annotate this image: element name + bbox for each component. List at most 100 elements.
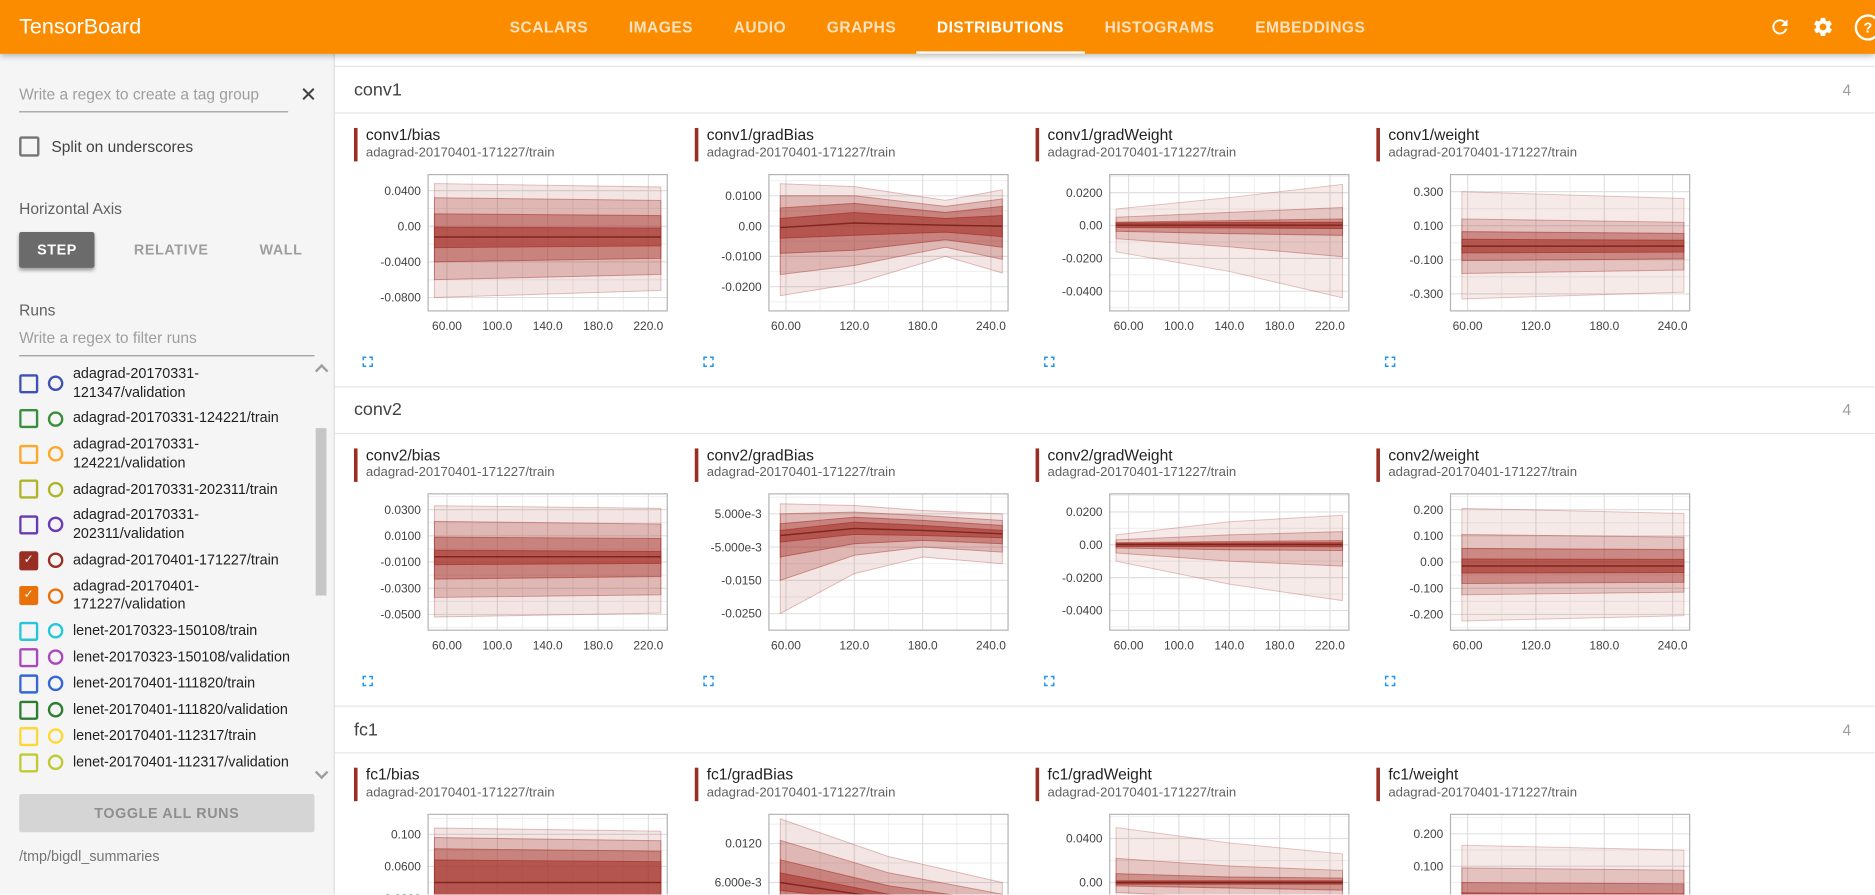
run-checkbox[interactable] bbox=[19, 373, 39, 393]
run-checkbox[interactable]: ✓ bbox=[19, 550, 39, 570]
run-row[interactable]: lenet-20170323-150108/validation bbox=[19, 644, 310, 670]
checkbox-icon[interactable] bbox=[19, 136, 40, 157]
expand-chart-button[interactable] bbox=[1040, 352, 1059, 371]
tab-audio[interactable]: AUDIO bbox=[733, 17, 787, 36]
section-header-fc1[interactable]: fc1 4 bbox=[334, 705, 1875, 754]
run-color-circle-icon[interactable] bbox=[47, 754, 64, 771]
section-count-badge: 4 bbox=[1842, 720, 1852, 739]
tab-embeddings[interactable]: EMBEDDINGS bbox=[1255, 17, 1366, 36]
chart-title: fc1/gradWeight bbox=[1047, 765, 1152, 784]
run-color-circle-icon[interactable] bbox=[47, 375, 64, 392]
svg-text:0.0600: 0.0600 bbox=[384, 859, 421, 873]
expand-chart-button[interactable] bbox=[700, 672, 719, 691]
chart-run-name: adagrad-20170401-171227/train bbox=[365, 465, 555, 480]
run-checkbox[interactable] bbox=[19, 647, 39, 667]
charts-row: conv1/bias adagrad-20170401-171227/train 0… bbox=[335, 114, 1875, 386]
run-color-circle-icon[interactable] bbox=[47, 552, 64, 569]
run-label: lenet-20170323-150108/train bbox=[72, 621, 258, 639]
run-color-circle-icon[interactable] bbox=[47, 446, 64, 462]
run-row[interactable]: lenet-20170401-111820/train bbox=[19, 671, 310, 697]
section-header-conv2[interactable]: conv2 4 bbox=[334, 385, 1875, 434]
runs-scrollbar[interactable] bbox=[314, 361, 329, 782]
run-row[interactable]: ✓ adagrad-20170401-171227/validation bbox=[19, 573, 310, 617]
section-header-conv1[interactable]: conv1 4 bbox=[334, 65, 1875, 114]
expand-chart-button[interactable] bbox=[1040, 672, 1059, 691]
expand-chart-button[interactable] bbox=[1381, 352, 1400, 371]
run-checkbox[interactable] bbox=[19, 700, 39, 720]
run-color-bar bbox=[1376, 447, 1380, 482]
tab-graphs[interactable]: GRAPHS bbox=[826, 17, 897, 36]
chart-plot: 0.0400 0.00 -0.0400 -0.0800 60.00 100.0 140.0 1… bbox=[354, 167, 679, 352]
tag-regex-input[interactable] bbox=[19, 77, 288, 113]
run-color-circle-icon[interactable] bbox=[47, 649, 64, 666]
axis-option-step[interactable]: STEP bbox=[19, 231, 95, 268]
run-color-circle-icon[interactable] bbox=[47, 623, 64, 639]
close-icon[interactable]: ✕ bbox=[299, 83, 317, 107]
run-color-circle-icon[interactable] bbox=[47, 410, 64, 427]
run-row[interactable]: lenet-20170401-111820/validation bbox=[19, 697, 310, 723]
runs-filter-input[interactable] bbox=[19, 321, 315, 357]
scroll-up-icon[interactable] bbox=[314, 363, 329, 378]
chart-run-name: adagrad-20170401-171227/train bbox=[706, 145, 896, 160]
tab-scalars[interactable]: SCALARS bbox=[509, 17, 589, 36]
run-row[interactable]: adagrad-20170331-124221/train bbox=[19, 406, 310, 432]
run-row[interactable]: adagrad-20170331-121347/validation bbox=[19, 361, 310, 405]
run-color-circle-icon[interactable] bbox=[47, 675, 64, 692]
run-color-circle-icon[interactable] bbox=[47, 481, 64, 498]
expand-chart-button[interactable] bbox=[359, 672, 378, 691]
svg-text:0.200: 0.200 bbox=[1413, 827, 1443, 841]
section-conv1: conv1 4 conv1/bias adagrad-20170401-171227/… bbox=[334, 65, 1875, 386]
run-row[interactable]: adagrad-20170331-202311/validation bbox=[19, 503, 310, 547]
svg-text:-0.0200: -0.0200 bbox=[1062, 251, 1103, 265]
tab-distributions[interactable]: DISTRIBUTIONS bbox=[917, 0, 1085, 54]
run-row[interactable]: ✓ adagrad-20170401-171227/train bbox=[19, 547, 310, 573]
chart-card-conv1-weight: conv1/weight adagrad-20170401-171227/trai… bbox=[1376, 126, 1701, 372]
expand-chart-button[interactable] bbox=[1381, 672, 1400, 691]
chart-card-fc1-gradBias: fc1/gradBias adagrad-20170401-171227/trai… bbox=[694, 766, 1020, 895]
run-row[interactable]: adagrad-20170331-124221/validation bbox=[19, 432, 310, 476]
refresh-icon[interactable] bbox=[1769, 16, 1792, 39]
svg-text:0.00: 0.00 bbox=[398, 219, 422, 233]
help-icon[interactable]: ? bbox=[1854, 13, 1875, 41]
run-color-circle-icon[interactable] bbox=[47, 728, 64, 745]
svg-text:220.0: 220.0 bbox=[1315, 639, 1345, 653]
run-color-circle-icon[interactable] bbox=[47, 702, 64, 718]
axis-option-relative[interactable]: RELATIVE bbox=[122, 232, 221, 268]
expand-chart-button[interactable] bbox=[359, 352, 378, 371]
run-checkbox[interactable] bbox=[19, 479, 39, 500]
scroll-down-icon[interactable] bbox=[314, 765, 329, 780]
run-color-circle-icon[interactable] bbox=[47, 517, 64, 533]
split-underscores-checkbox[interactable]: Split on underscores bbox=[19, 136, 314, 157]
chart-card-conv2-weight: conv2/weight adagrad-20170401-171227/trai… bbox=[1376, 446, 1701, 692]
distribution-plot: 0.0300 0.0100 -0.0100 -0.0300 -0.0500 60.00 10… bbox=[380, 493, 668, 653]
run-checkbox[interactable] bbox=[19, 409, 39, 429]
tag-filter-row: ✕ bbox=[19, 77, 317, 113]
svg-text:0.00: 0.00 bbox=[1079, 538, 1103, 552]
svg-text:0.00: 0.00 bbox=[1420, 555, 1444, 569]
svg-text:60.00: 60.00 bbox=[1114, 639, 1144, 653]
run-checkbox[interactable] bbox=[19, 753, 39, 773]
run-checkbox[interactable] bbox=[19, 726, 39, 746]
tab-images[interactable]: IMAGES bbox=[628, 17, 694, 36]
gear-icon[interactable] bbox=[1812, 16, 1835, 39]
run-row[interactable]: lenet-20170401-112317/validation bbox=[19, 749, 310, 775]
axis-option-wall[interactable]: WALL bbox=[248, 232, 315, 268]
tab-histograms[interactable]: HISTOGRAMS bbox=[1104, 17, 1215, 36]
svg-text:60.00: 60.00 bbox=[1453, 319, 1483, 333]
run-checkbox[interactable] bbox=[19, 674, 39, 694]
chart-card-conv2-gradBias: conv2/gradBias adagrad-20170401-171227/tr… bbox=[694, 446, 1020, 692]
svg-text:100.0: 100.0 bbox=[1164, 639, 1194, 653]
toggle-all-runs-button[interactable]: TOGGLE ALL RUNS bbox=[19, 794, 315, 833]
run-color-circle-icon[interactable] bbox=[47, 587, 64, 604]
run-checkbox[interactable] bbox=[19, 621, 39, 641]
run-checkbox[interactable]: ✓ bbox=[19, 586, 39, 606]
expand-chart-button[interactable] bbox=[700, 352, 719, 371]
scrollbar-thumb[interactable] bbox=[315, 428, 327, 596]
run-row[interactable]: adagrad-20170331-202311/train bbox=[19, 476, 310, 502]
run-row[interactable]: lenet-20170401-112317/train bbox=[19, 723, 310, 749]
run-row[interactable]: lenet-20170323-150108/train bbox=[19, 618, 310, 644]
run-checkbox[interactable] bbox=[19, 444, 39, 464]
svg-text:120.0: 120.0 bbox=[839, 319, 869, 333]
run-checkbox[interactable] bbox=[19, 515, 39, 535]
